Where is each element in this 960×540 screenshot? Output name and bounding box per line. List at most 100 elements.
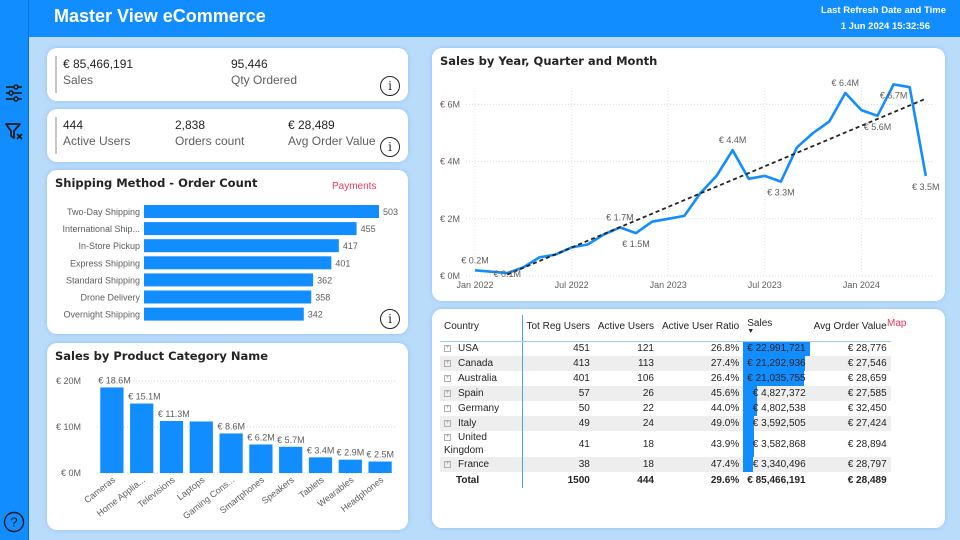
cell-avg-order-value: € 28,489 [809,472,891,488]
kpi-value: 95,446 [231,57,268,71]
cell-active-user-ratio: 26.8% [710,343,740,355]
page-title: Master View eCommerce [54,6,266,26]
bar-value-label: 401 [335,258,350,268]
expand-icon[interactable]: + [444,389,451,397]
cell-sales: € 4,802,538 [743,401,809,416]
bar [159,421,184,473]
cell-active-users: 444 [593,472,658,488]
col-country[interactable]: Country [440,315,523,342]
table-row[interactable]: + Spain 57 26 45.6% € 4,827,372 € 27,585 [440,386,891,401]
col-active-users[interactable]: Active Users [593,315,658,342]
country-name: Spain [458,388,484,399]
kpi-label: Orders count [175,134,245,148]
bar [100,387,124,473]
cell-sales: € 21,035,755 [743,371,809,386]
sales-line-chart: € 0M € 2M € 4M € 6M Jan 2022 Jul 2022 Jan 2023… [440,78,940,290]
sidebar [0,0,29,540]
expand-icon[interactable]: + [444,359,451,367]
col-tot-reg-users[interactable]: Tot Reg Users [522,315,594,342]
filter-settings-icon[interactable] [3,82,25,104]
x-tick-label: Jul 2023 [748,280,782,290]
x-tick-label: Jul 2022 [555,280,589,290]
product-category-card: Sales by Product Category Name € 0M € 10M… [47,343,408,530]
kpi-label: Avg Order Value [288,134,376,148]
y-tick-label: € 4M [440,157,460,167]
expand-icon[interactable]: + [444,374,451,382]
point-label: € 3.5M [912,182,940,192]
cell-tot-reg-users: 41 [578,438,590,450]
cell-total-label: Total [440,472,523,488]
col-sales[interactable]: Sales ▼ [743,315,810,342]
map-link[interactable]: Map [887,318,907,329]
info-icon[interactable]: i [380,309,400,329]
country-matrix: Country Tot Reg Users Active Users Activ… [440,315,891,488]
cell-country: + Spain [440,386,523,401]
cell-avg-order-value: € 28,659 [847,373,887,384]
expand-icon[interactable]: + [444,419,451,427]
info-icon[interactable]: i [380,137,400,157]
bar [368,461,392,473]
kpi-orders-count: 2,838 Orders count [175,118,244,148]
kpi-value: € 28,489 [288,118,335,132]
table-row[interactable]: + Canada 413 113 27.4% € 21,292,936 € 27,546 [440,356,891,371]
table-row[interactable]: + France 38 18 47.4% € 3,340,496 € 28,797 [440,457,891,472]
sales-databar [743,401,758,416]
table-row[interactable]: + USA 451 121 26.8% € 22,991,721 € 28,776 [440,341,891,356]
cell-active-users: 121 [637,343,654,355]
cell-tot-reg-users: 451 [573,343,590,355]
bar [219,433,243,473]
table-row[interactable]: + Italy 49 24 49.0% € 3,592,505 € 27,424 [440,416,891,431]
bar-value-label: 455 [361,224,376,234]
x-tick-label: Gaming Cons... [181,475,236,521]
sales-value: € 22,991,721 [747,343,806,355]
sales-value: € 3,340,496 [752,459,806,470]
bar-value-label: 503 [383,207,398,217]
y-tick-label: € 0M [440,271,460,281]
country-name: USA [458,343,479,355]
bar-value-label: 417 [343,241,358,251]
col-avg-order-value[interactable]: Avg Order Value [809,315,891,342]
expand-icon[interactable]: + [444,345,451,353]
cell-active-user-ratio: 49.0% [657,416,744,431]
bar-category-label: International Ship... [62,224,140,234]
sales-value: € 4,802,538 [752,403,806,414]
bar [144,222,357,236]
cell-sales: € 21,292,936 [743,356,810,371]
cell-active-users: 106 [637,373,654,384]
sales-value: € 4,827,372 [752,388,806,399]
header-bar [0,0,960,37]
table-row[interactable]: + Germany 50 22 44.0% € 4,802,538 € 32,450 [440,401,891,416]
clear-filter-icon[interactable] [3,120,25,142]
table-row[interactable]: + United Kingdom 41 18 43.9% € 3,582,868 € 28,… [440,431,891,457]
refresh-label: Last Refresh Date and Time [821,5,946,16]
point-label: € 5.6M [864,122,892,132]
cell-active-user-ratio: 27.4% [657,356,744,371]
sales-databar [743,371,804,386]
table-row[interactable]: + Australia 401 106 26.4% € 21,035,755 € 28,65… [440,371,891,386]
y-tick-label: € 10M [56,422,81,432]
cell-active-user-ratio: 29.6% [657,472,744,488]
sales-value: € 3,582,868 [752,438,806,450]
col-active-user-ratio[interactable]: Active User Ratio [657,315,744,342]
info-icon[interactable]: i [380,76,400,96]
bar-value-label: 362 [317,275,332,285]
payments-link[interactable]: Payments [332,181,377,192]
expand-icon[interactable]: + [444,404,451,412]
col-sales-label: Sales [747,318,773,330]
help-icon[interactable]: ? [3,511,25,533]
expand-icon[interactable]: + [444,433,451,441]
expand-icon[interactable]: + [444,460,451,468]
cell-country: + Australia [440,371,523,386]
cell-active-users: 113 [593,356,658,371]
last-refresh: Last Refresh Date and Time 1 Jun 2024 15… [821,3,946,35]
cell-country: + USA [440,341,523,356]
cell-sales: € 22,991,721 [743,341,810,356]
kpi-value: 444 [63,118,84,132]
bar-value-label: € 3.4M [307,445,335,455]
bar-value-label: € 8.6M [217,421,245,431]
sales-value: € 3,592,505 [752,418,806,429]
sales-databar [743,341,810,356]
country-name: Italy [458,418,477,429]
point-label: € 6.7M [880,90,908,100]
